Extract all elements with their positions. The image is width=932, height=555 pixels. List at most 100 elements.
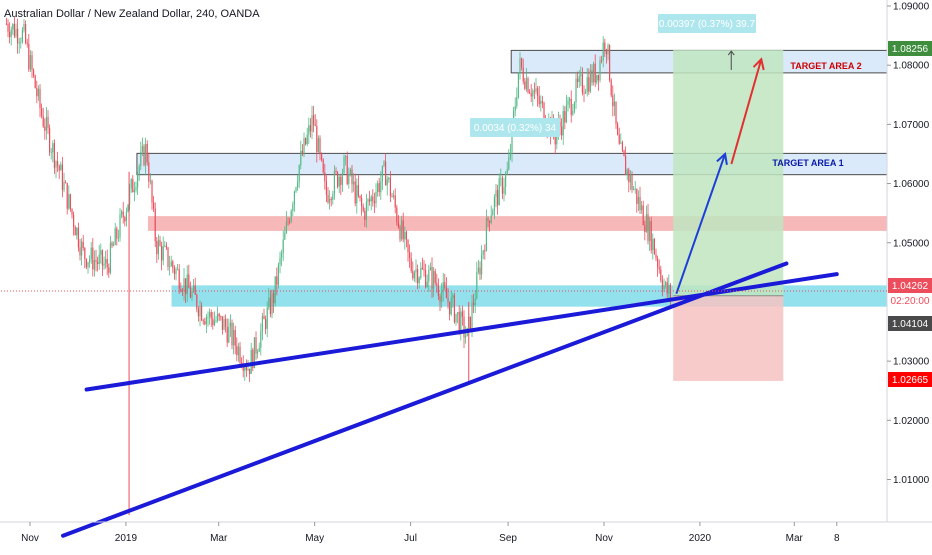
candle-body-65: [109, 242, 112, 273]
countdown-text: 02:20:00: [891, 296, 930, 307]
candle-body-26: [47, 117, 49, 128]
candle-body-325: [525, 78, 528, 89]
trendlines-layer[interactable]: [61, 261, 839, 538]
candle-body-273: [442, 282, 444, 292]
candle-body-408: [658, 267, 660, 270]
candle-body-130: [213, 320, 216, 326]
candle-body-155: [253, 337, 256, 368]
candle-body-410: [661, 280, 664, 290]
candle-body-376: [607, 44, 609, 55]
candle-body-374: [604, 42, 606, 50]
candle-body-367: [593, 63, 595, 83]
time-tick-label: 2020: [689, 533, 712, 544]
candle-body-394: [636, 188, 638, 204]
candle-body-378: [610, 80, 612, 96]
candle-body-154: [252, 349, 254, 368]
candle-body-191: [311, 115, 313, 132]
candle-body-51: [87, 262, 89, 268]
candle-body-17: [33, 69, 35, 76]
candle-body-19: [36, 88, 38, 97]
candle-body-281: [455, 313, 457, 323]
candle-body-205: [333, 170, 336, 195]
position-loss-zone[interactable]: [673, 295, 784, 381]
position-profit-zone[interactable]: [673, 50, 784, 296]
price-axis[interactable]: [0, 0, 888, 522]
candle-body-309: [500, 178, 502, 180]
candle-body-185: [301, 150, 304, 155]
candle-body-385: [621, 142, 624, 151]
candle-body-104: [172, 261, 174, 268]
candle-body-50: [85, 259, 88, 268]
candle-body-101: [167, 247, 169, 267]
candle-body-276: [447, 298, 449, 302]
candle-body-99: [164, 245, 166, 247]
candle-body-251: [407, 239, 409, 253]
candle-body-295: [477, 267, 480, 272]
candle-body-12: [25, 24, 27, 43]
candle-body-143: [234, 329, 236, 346]
candle-body-174: [284, 232, 286, 240]
candle-body-350: [565, 104, 568, 123]
candle-body-179: [292, 204, 294, 211]
candle-body-114: [188, 274, 190, 289]
candle-body-368: [594, 63, 596, 83]
candle-body-283: [458, 312, 460, 333]
candle-body-180: [293, 191, 296, 205]
candle-body-110: [181, 291, 184, 293]
candle-body-369: [596, 74, 598, 83]
blue-arrow-shaft[interactable]: [675, 153, 727, 294]
measure-top-label-bg: [658, 14, 756, 33]
candle-body-292: [473, 303, 475, 306]
candle-body-360: [581, 74, 584, 93]
candle-body-347: [561, 126, 563, 136]
candle-body-356: [575, 78, 577, 103]
candle-body-129: [212, 318, 214, 326]
candle-body-313: [506, 169, 508, 174]
candle-body-150: [245, 367, 248, 371]
candle-body-140: [229, 322, 232, 327]
long-position-tool[interactable]: [673, 50, 784, 381]
candle-body-336: [543, 102, 545, 125]
candle-body-20: [37, 88, 40, 97]
candle-body-8: [18, 42, 20, 44]
candle-body-183: [298, 165, 300, 182]
candle-body-377: [609, 44, 611, 81]
candle-body-219: [356, 185, 358, 204]
candle-body-252: [409, 252, 411, 259]
candle-body-92: [153, 202, 155, 209]
red-arrow-shaft[interactable]: [730, 58, 763, 165]
candle-body-138: [226, 326, 228, 343]
trendline-2[interactable]: [61, 261, 789, 538]
candle-body-40: [69, 194, 72, 209]
entry-price-text: 1.04104: [892, 319, 929, 330]
candle-body-106: [175, 269, 177, 275]
candle-body-262: [425, 270, 427, 288]
candle-body-365: [589, 70, 592, 92]
candle-body-386: [623, 150, 625, 157]
candle-body-177: [289, 221, 291, 223]
candle-body-415: [669, 284, 672, 299]
candle-body-29: [52, 143, 54, 153]
arrows-layer[interactable]: [675, 57, 765, 294]
candle-body-42: [73, 214, 75, 228]
candle-body-46: [79, 247, 81, 256]
candle-body-291: [471, 303, 473, 330]
candle-body-178: [290, 210, 292, 222]
candle-body-94: [156, 241, 158, 255]
candle-body-144: [236, 345, 238, 356]
candle-body-254: [412, 270, 414, 279]
candle-body-399: [644, 225, 646, 232]
candle-body-388: [626, 169, 628, 176]
candle-body-209: [340, 176, 342, 185]
candle-body-372: [601, 60, 603, 62]
candle-body-6: [15, 28, 17, 37]
candle-body-321: [519, 58, 521, 73]
candle-body-61: [103, 263, 105, 266]
candle-body-88: [146, 143, 148, 163]
candle-body-59: [100, 250, 102, 255]
candle-body-230: [373, 200, 376, 204]
candle-body-175: [285, 221, 288, 233]
time-tick-label: Jul: [404, 533, 417, 544]
